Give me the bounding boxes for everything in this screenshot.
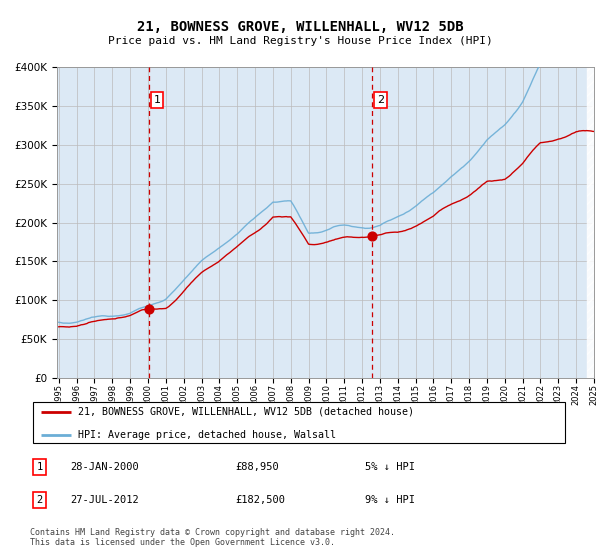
Text: 28-JAN-2000: 28-JAN-2000 <box>71 462 139 472</box>
Text: HPI: Average price, detached house, Walsall: HPI: Average price, detached house, Wals… <box>77 430 335 440</box>
Text: 2: 2 <box>377 95 384 105</box>
Text: 21, BOWNESS GROVE, WILLENHALL, WV12 5DB: 21, BOWNESS GROVE, WILLENHALL, WV12 5DB <box>137 20 463 34</box>
Point <box>145 305 154 314</box>
Text: Contains HM Land Registry data © Crown copyright and database right 2024.
This d: Contains HM Land Registry data © Crown c… <box>30 528 395 547</box>
Point <box>367 232 377 241</box>
Text: 1: 1 <box>37 462 43 472</box>
Text: 5% ↓ HPI: 5% ↓ HPI <box>365 462 415 472</box>
Text: 1: 1 <box>154 95 161 105</box>
Text: 27-JUL-2012: 27-JUL-2012 <box>71 495 139 505</box>
FancyBboxPatch shape <box>33 402 565 443</box>
Text: 9% ↓ HPI: 9% ↓ HPI <box>365 495 415 505</box>
Bar <box>587 67 600 378</box>
Text: Price paid vs. HM Land Registry's House Price Index (HPI): Price paid vs. HM Land Registry's House … <box>107 36 493 46</box>
Text: 2: 2 <box>37 495 43 505</box>
Text: £182,500: £182,500 <box>235 495 285 505</box>
Text: 21, BOWNESS GROVE, WILLENHALL, WV12 5DB (detached house): 21, BOWNESS GROVE, WILLENHALL, WV12 5DB … <box>77 407 413 417</box>
Text: £88,950: £88,950 <box>235 462 279 472</box>
